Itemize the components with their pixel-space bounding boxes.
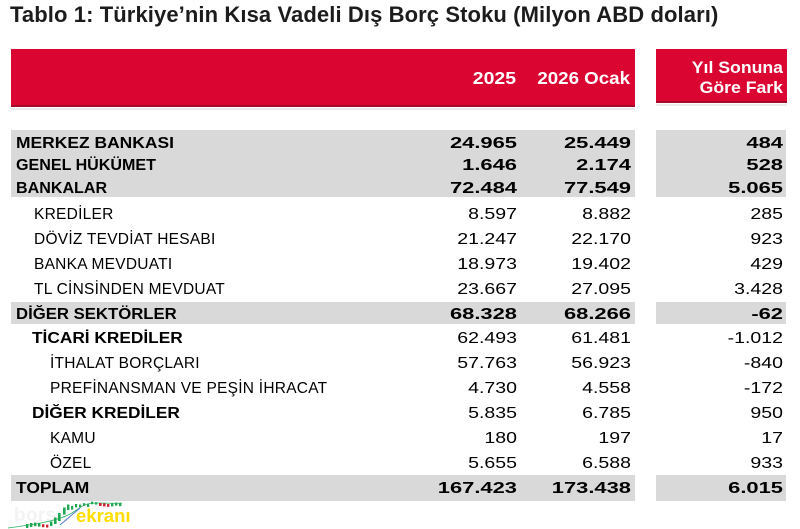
svg-text:ekranı: ekranı (76, 505, 131, 526)
svg-text:borsa: borsa (14, 505, 67, 526)
